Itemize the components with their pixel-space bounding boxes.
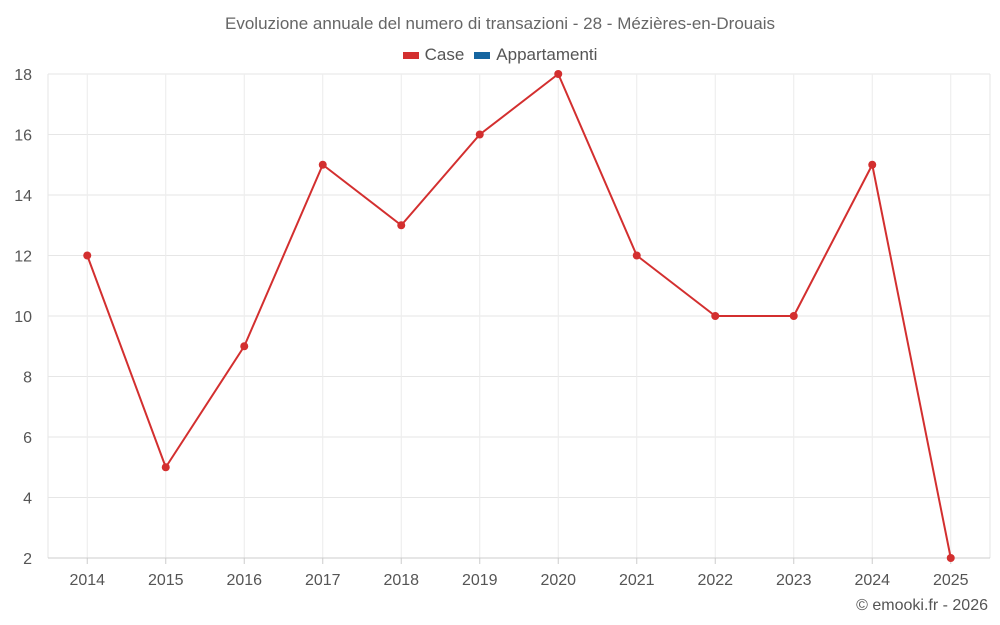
y-tick-label: 6: [23, 430, 32, 447]
y-tick-label: 12: [14, 249, 32, 266]
x-tick-label: 2014: [69, 572, 105, 589]
x-tick-label: 2015: [148, 572, 184, 589]
x-tick-label: 2017: [305, 572, 341, 589]
data-point: [868, 160, 877, 169]
data-point: [475, 130, 484, 139]
legend-swatch-case: [402, 51, 419, 59]
data-point: [632, 251, 641, 260]
data-point: [83, 251, 92, 260]
y-tick-label: 18: [14, 67, 32, 84]
y-tick-label: 16: [14, 128, 32, 145]
chart-title: Evoluzione annuale del numero di transaz…: [225, 14, 775, 33]
x-tick-label: 2020: [540, 572, 576, 589]
legend-item-appartamenti[interactable]: Appartamenti: [474, 45, 597, 65]
chart-legend: Case Appartamenti: [0, 45, 1000, 65]
data-point: [240, 342, 249, 351]
data-point: [397, 221, 406, 230]
data-point: [711, 312, 720, 320]
y-tick-label: 4: [23, 491, 32, 508]
legend-swatch-appartamenti: [474, 51, 491, 59]
x-tick-label: 2024: [854, 572, 890, 589]
data-point: [161, 463, 170, 472]
x-tick-label: 2018: [383, 572, 419, 589]
x-tick-label: 2021: [619, 572, 655, 589]
x-tick-label: 2023: [776, 572, 812, 589]
legend-label-appartamenti: Appartamenti: [496, 45, 598, 64]
series-line-0: [86, 73, 952, 559]
y-tick-label: 8: [23, 370, 32, 387]
x-tick-label: 2025: [933, 572, 969, 589]
y-tick-label: 14: [14, 188, 32, 205]
y-tick-label: 2: [23, 551, 32, 568]
data-point: [318, 160, 327, 169]
legend-label-case: Case: [424, 45, 465, 64]
data-point: [554, 70, 563, 78]
y-tick-label: 10: [14, 309, 32, 326]
data-point: [789, 312, 798, 320]
x-tick-label: 2022: [697, 572, 733, 589]
x-tick-label: 2019: [462, 572, 498, 589]
x-tick-label: 2016: [226, 572, 262, 589]
legend-item-case[interactable]: Case: [402, 45, 465, 65]
credit-text: © emooki.fr - 2026: [856, 597, 988, 614]
data-point: [946, 554, 955, 562]
